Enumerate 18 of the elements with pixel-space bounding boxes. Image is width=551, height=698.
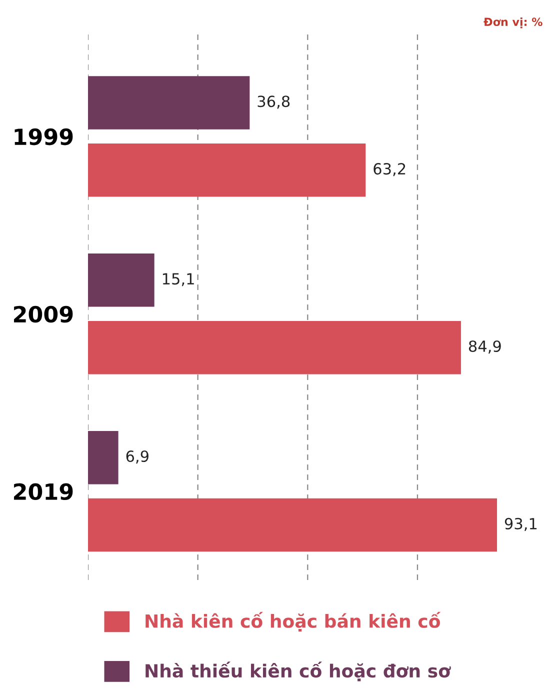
- bar: [88, 498, 497, 552]
- legend-label: Nhà kiên cố hoặc bán kiên cố: [146, 612, 441, 632]
- bar: [88, 254, 154, 307]
- bar: [88, 430, 118, 484]
- text: Đơn vị: %: [484, 17, 542, 28]
- data-label: 15,1: [162, 273, 194, 286]
- y-tick-label: 2019: [14, 483, 73, 500]
- data-label: 36,8: [258, 96, 290, 109]
- bar: [88, 76, 250, 130]
- data-label: 6,9: [126, 450, 148, 464]
- data-label: 93,1: [504, 518, 537, 531]
- data-label: 84,9: [468, 340, 501, 354]
- bar: [88, 320, 461, 374]
- bar: [88, 144, 366, 197]
- y-tick-label: 1999: [14, 128, 73, 146]
- legend-label: Nhà thiếu kiên cố hoặc đơn sơ: [146, 662, 451, 682]
- y-tick-label: 2009: [14, 306, 73, 323]
- data-label: 63,2: [374, 163, 406, 176]
